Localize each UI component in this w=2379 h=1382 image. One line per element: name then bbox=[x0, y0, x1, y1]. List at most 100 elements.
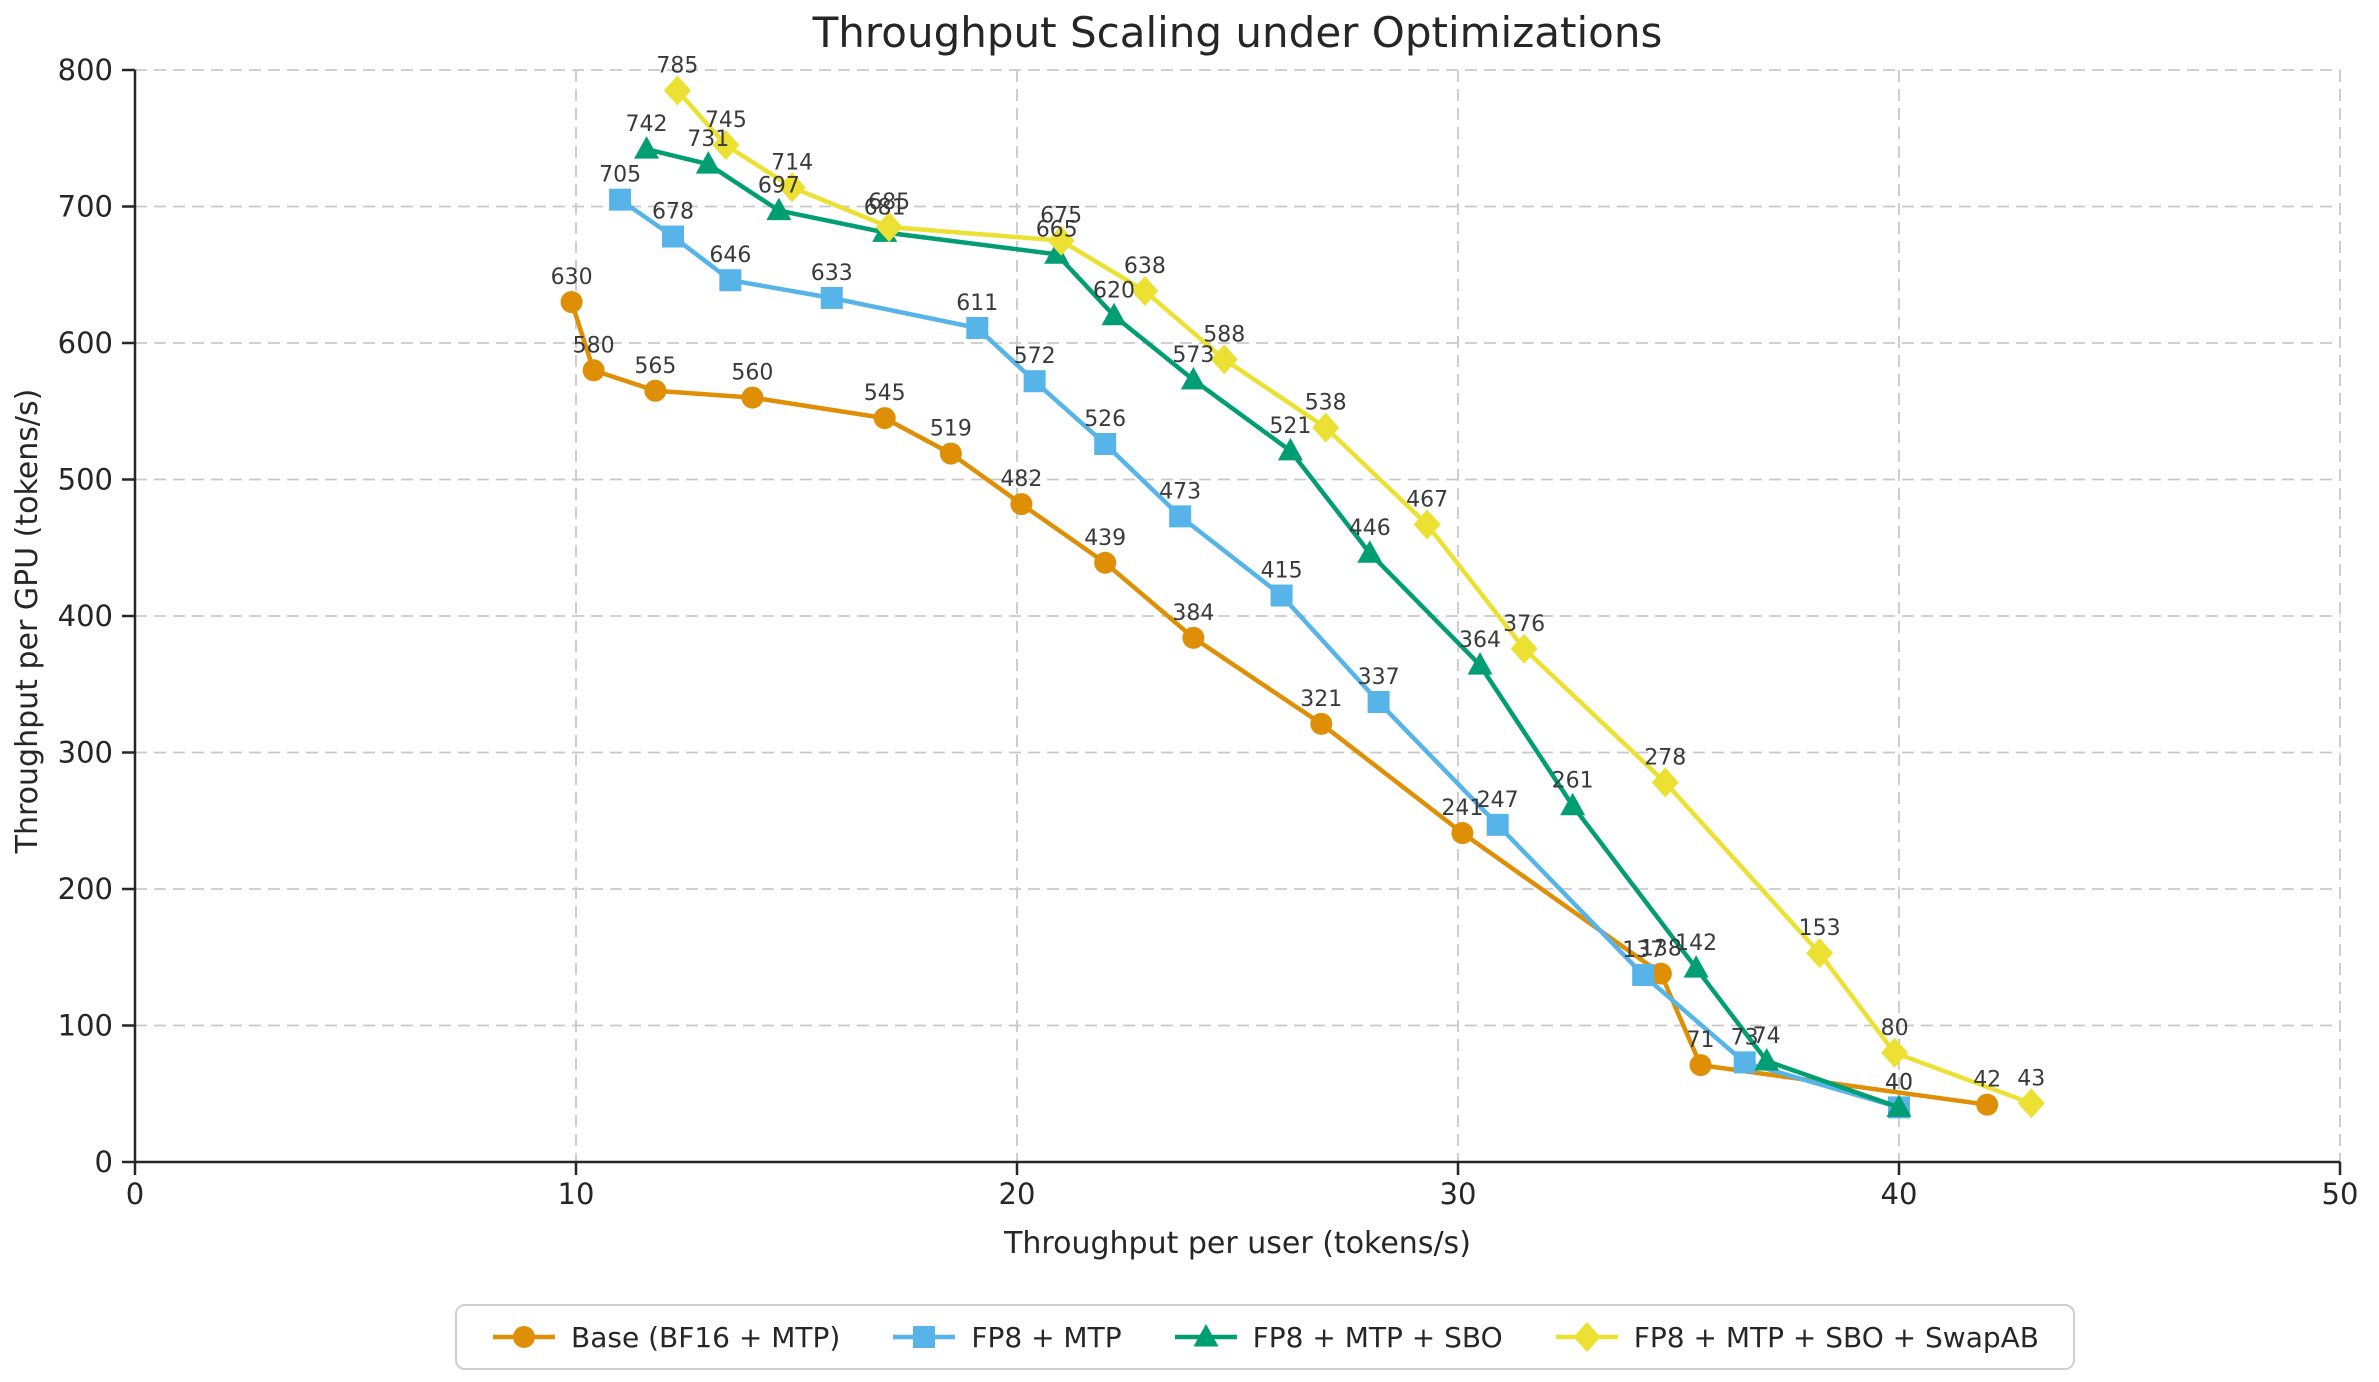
point-value-label: 538 bbox=[1305, 391, 1347, 416]
diamond-marker bbox=[1210, 344, 1238, 375]
tick-marks bbox=[122, 68, 2342, 1175]
point-value-label: 697 bbox=[758, 174, 800, 199]
point-value-label: 678 bbox=[652, 200, 694, 225]
point-value-label: 80 bbox=[1881, 1016, 1909, 1041]
point-value-label: 241 bbox=[1441, 796, 1483, 821]
y-tick-label: 300 bbox=[58, 736, 113, 770]
series-line bbox=[675, 88, 2034, 1106]
point-value-label: 588 bbox=[1203, 322, 1245, 347]
point-value-label: 364 bbox=[1459, 628, 1501, 653]
point-value-label: 384 bbox=[1172, 601, 1214, 626]
legend-item-2: FP8 + MTP bbox=[891, 1320, 1122, 1354]
x-tick-label: 30 bbox=[1440, 1177, 1477, 1211]
point-value-label: 572 bbox=[1014, 344, 1056, 369]
circle-marker bbox=[1451, 822, 1474, 845]
point-value-label: 681 bbox=[864, 195, 906, 220]
point-value-label: 482 bbox=[1000, 467, 1042, 492]
chart-title: Throughput Scaling under Optimizations bbox=[812, 8, 1663, 57]
triangle-marker bbox=[1683, 955, 1709, 978]
point-value-label: 630 bbox=[551, 265, 593, 290]
series-line bbox=[644, 146, 1902, 1110]
y-tick-label: 200 bbox=[58, 872, 113, 906]
legend-label: Base (BF16 + MTP) bbox=[571, 1320, 841, 1354]
triangle-marker bbox=[1560, 792, 1586, 816]
point-value-label: 545 bbox=[864, 381, 906, 406]
triangle-marker bbox=[1467, 652, 1493, 675]
legend-label: FP8 + MTP + SBO bbox=[1252, 1320, 1503, 1354]
diamond-marker bbox=[1047, 225, 1075, 256]
point-value-label: 620 bbox=[1093, 279, 1135, 304]
legend-item-3: FP8 + MTP + SBO bbox=[1173, 1321, 1503, 1354]
circle-marker bbox=[939, 442, 962, 465]
legend-label: FP8 + MTP + SBO + SwapAB bbox=[1633, 1320, 2039, 1354]
x-tick-label: 50 bbox=[2322, 1177, 2359, 1211]
legend-item-1: Base (BF16 + MTP) bbox=[491, 1321, 840, 1354]
diamond-marker bbox=[2017, 1088, 2045, 1119]
diamond-marker bbox=[1131, 276, 1159, 307]
point-value-label: 337 bbox=[1358, 665, 1400, 690]
point-value-label: 665 bbox=[1036, 217, 1078, 242]
diamond-marker bbox=[875, 211, 903, 242]
series-line bbox=[569, 299, 1990, 1107]
x-tick-label: 0 bbox=[126, 1177, 144, 1211]
circle-marker bbox=[1976, 1093, 1999, 1116]
series-2-square bbox=[609, 188, 1910, 1119]
circle-legend-marker-icon bbox=[493, 1326, 555, 1348]
point-value-label: 153 bbox=[1799, 916, 1841, 941]
point-value-label: 731 bbox=[687, 127, 729, 152]
circle-marker bbox=[582, 359, 605, 382]
circle-marker bbox=[560, 291, 583, 314]
diamond-marker bbox=[663, 75, 691, 106]
y-tick-label: 600 bbox=[58, 326, 113, 360]
circle-marker bbox=[644, 379, 667, 402]
triangle-marker bbox=[1101, 302, 1127, 326]
square-legend-marker-icon bbox=[893, 1326, 956, 1348]
y-tick-label: 400 bbox=[58, 599, 113, 633]
diamond-marker bbox=[712, 130, 740, 161]
point-value-label: 611 bbox=[956, 291, 998, 316]
x-tick-label: 20 bbox=[999, 1177, 1036, 1211]
diamond-marker bbox=[1806, 938, 1834, 969]
point-value-label: 633 bbox=[811, 261, 853, 286]
point-value-label: 521 bbox=[1269, 414, 1311, 439]
point-value-label: 565 bbox=[634, 354, 676, 379]
point-value-label: 40 bbox=[1885, 1070, 1913, 1095]
y-tick-label: 700 bbox=[58, 190, 113, 224]
point-value-label: 519 bbox=[930, 417, 972, 442]
x-tick-label: 10 bbox=[558, 1177, 595, 1211]
diamond-legend-marker-icon bbox=[1555, 1322, 1618, 1352]
point-value-label: 745 bbox=[705, 108, 747, 133]
legend-label: FP8 + MTP bbox=[971, 1320, 1122, 1354]
point-value-label: 376 bbox=[1503, 612, 1545, 637]
diamond-marker bbox=[1312, 412, 1340, 443]
x-tick-label: 40 bbox=[1881, 1177, 1918, 1211]
legend-item-4: FP8 + MTP + SBO + SwapAB bbox=[1554, 1321, 2039, 1354]
circle-marker bbox=[1094, 551, 1117, 574]
circle-marker bbox=[741, 386, 764, 409]
y-tick-label: 0 bbox=[95, 1145, 113, 1179]
point-value-label: 638 bbox=[1124, 254, 1166, 279]
legend: Base (BF16 + MTP) FP8 + MTP FP8 + MTP + SB… bbox=[455, 1304, 2075, 1370]
square-marker bbox=[1270, 584, 1293, 607]
square-marker bbox=[1733, 1051, 1756, 1074]
square-marker bbox=[719, 269, 742, 292]
square-marker bbox=[609, 188, 632, 211]
triangle-legend-marker-icon bbox=[1174, 1324, 1237, 1347]
circle-marker bbox=[1649, 962, 1672, 985]
y-tick-label: 100 bbox=[58, 1009, 113, 1043]
point-value-label: 439 bbox=[1084, 526, 1126, 551]
point-value-label: 71 bbox=[1687, 1028, 1715, 1053]
point-value-label: 138 bbox=[1640, 937, 1682, 962]
square-marker bbox=[662, 225, 685, 248]
point-value-label: 580 bbox=[573, 333, 615, 358]
triangle-marker bbox=[1357, 540, 1383, 563]
point-value-label: 446 bbox=[1349, 516, 1391, 541]
y-tick-label: 800 bbox=[58, 53, 113, 87]
point-value-label: 526 bbox=[1084, 407, 1126, 432]
point-value-label: 742 bbox=[626, 112, 668, 137]
point-value-label: 785 bbox=[656, 53, 698, 78]
gridlines bbox=[134, 69, 2341, 1163]
circle-marker bbox=[1182, 626, 1205, 649]
point-value-label: 560 bbox=[731, 361, 773, 386]
